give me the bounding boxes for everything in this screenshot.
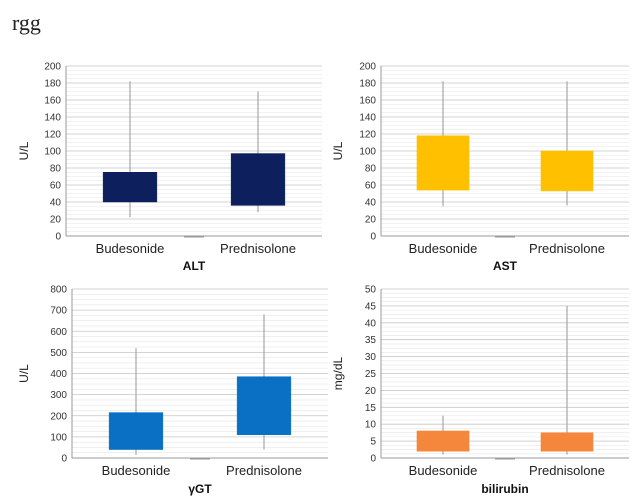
chart-3: 0 100 200 300 400 500 600 700 800 Budesonide Predn… xyxy=(17,285,328,496)
y-tick-label: 5 xyxy=(370,437,376,448)
category-label: Budesonide xyxy=(409,241,478,256)
category-label: Prednisolone xyxy=(220,241,296,256)
y-tick-label: 120 xyxy=(44,130,61,141)
y-tick-label: 160 xyxy=(359,96,376,107)
page-heading: rgg xyxy=(12,10,41,35)
y-tick-label: 200 xyxy=(359,62,376,73)
y-tick-label: 30 xyxy=(365,352,377,363)
y-tick-label: 140 xyxy=(359,113,376,124)
y-tick-label: 120 xyxy=(359,130,376,141)
box xyxy=(236,376,292,436)
box xyxy=(416,135,470,191)
x-axis-label: bilirubin xyxy=(481,482,528,496)
category-label: Prednisolone xyxy=(529,463,605,478)
chart-2: 0 20 40 60 80 100 120 140 160 180 200 Budesonide Pre… xyxy=(331,62,629,273)
y-tick-label: 20 xyxy=(50,215,62,226)
y-tick-label: 100 xyxy=(359,147,376,158)
y-axis-label: U/L xyxy=(17,364,31,383)
y-tick-label: 0 xyxy=(370,232,376,243)
y-tick-label: 400 xyxy=(50,369,67,380)
y-tick-label: 800 xyxy=(50,285,67,296)
y-axis-label: mg/dL xyxy=(331,357,345,391)
y-tick-label: 100 xyxy=(50,432,67,443)
y-tick-label: 40 xyxy=(365,198,377,209)
chart-1: 0 20 40 60 80 100 120 140 160 180 200 Budesonide Pre… xyxy=(17,62,322,273)
y-tick-label: 180 xyxy=(359,79,376,90)
y-tick-label: 45 xyxy=(365,301,377,312)
y-tick-label: 140 xyxy=(44,113,61,124)
y-tick-label: 600 xyxy=(50,327,67,338)
y-tick-label: 20 xyxy=(365,386,377,397)
y-tick-label: 300 xyxy=(50,390,67,401)
y-tick-label: 200 xyxy=(50,411,67,422)
y-axis-label: U/L xyxy=(331,141,345,160)
y-tick-label: 100 xyxy=(44,147,61,158)
y-tick-label: 500 xyxy=(50,348,67,359)
y-tick-label: 40 xyxy=(365,318,377,329)
y-tick-label: 180 xyxy=(44,79,61,90)
x-axis-label: ALT xyxy=(183,259,206,273)
box xyxy=(230,153,286,206)
y-tick-label: 50 xyxy=(365,285,377,296)
box xyxy=(102,172,158,203)
box xyxy=(108,412,164,450)
y-tick-label: 60 xyxy=(50,181,62,192)
y-tick-label: 0 xyxy=(61,454,67,465)
y-tick-label: 40 xyxy=(50,198,62,209)
category-label: Budesonide xyxy=(96,241,165,256)
y-tick-label: 20 xyxy=(365,215,377,226)
y-tick-label: 700 xyxy=(50,306,67,317)
y-tick-label: 35 xyxy=(365,335,377,346)
y-tick-label: 25 xyxy=(365,369,377,380)
y-tick-label: 10 xyxy=(365,420,377,431)
y-tick-label: 0 xyxy=(55,232,61,243)
category-label: Budesonide xyxy=(102,463,171,478)
y-tick-label: 160 xyxy=(44,96,61,107)
category-label: Prednisolone xyxy=(529,241,605,256)
y-tick-label: 60 xyxy=(365,181,377,192)
y-tick-label: 80 xyxy=(50,164,62,175)
box xyxy=(540,432,594,452)
y-axis-label: U/L xyxy=(17,141,31,160)
y-tick-label: 80 xyxy=(365,164,377,175)
box xyxy=(540,150,594,192)
y-tick-label: 200 xyxy=(44,62,61,73)
category-label: Budesonide xyxy=(409,463,478,478)
x-axis-label: γGT xyxy=(188,482,212,496)
y-tick-label: 0 xyxy=(370,454,376,465)
box xyxy=(416,430,470,452)
x-axis-label: AST xyxy=(493,259,518,273)
category-label: Prednisolone xyxy=(226,463,302,478)
chart-4: 0 5 10 15 20 25 30 35 40 45 50 Budesonide Prednisolo… xyxy=(331,285,629,496)
y-tick-label: 15 xyxy=(365,403,377,414)
